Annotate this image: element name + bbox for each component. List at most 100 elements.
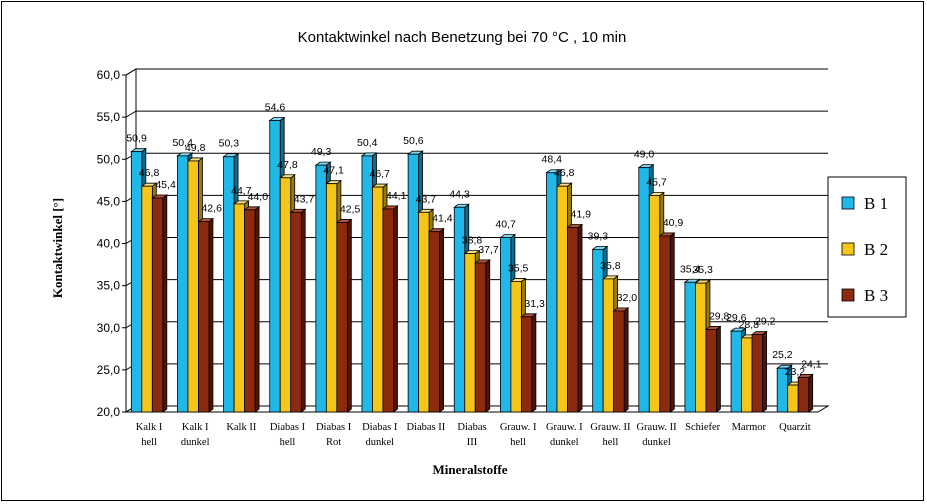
x-tick-label: Quarzit [779, 422, 811, 433]
data-label: 46,8 [139, 167, 160, 179]
x-tick-label: Diabas [457, 422, 486, 433]
data-label: 42,5 [340, 203, 361, 215]
x-tick-label: Diabas II [406, 422, 445, 433]
bar [556, 185, 568, 413]
bar-side [208, 217, 214, 413]
bar [797, 377, 810, 413]
bar-side [254, 206, 260, 413]
x-tick-label: Schiefer [685, 422, 720, 433]
x-tick-label: dunkel [550, 437, 579, 448]
bar [233, 203, 245, 413]
bar [428, 231, 441, 413]
x-tick-label: hell [141, 437, 157, 448]
x-tick-label: Grauw. II [636, 422, 677, 433]
data-label: 47,1 [323, 165, 344, 177]
data-label: 29,8 [709, 310, 730, 322]
data-label: 41,9 [571, 208, 592, 220]
bar [418, 211, 430, 413]
bar-side [808, 373, 814, 413]
data-label: 50,4 [357, 137, 378, 149]
data-label: 50,3 [219, 138, 240, 150]
data-label: 40,9 [663, 217, 684, 229]
x-tick-label: Grauw. II [590, 422, 631, 433]
bar [520, 316, 533, 413]
data-label: 48,4 [542, 154, 563, 166]
bar [336, 222, 348, 413]
x-tick-label: Grauw. I [500, 422, 537, 433]
data-label: 43,7 [294, 193, 315, 205]
data-label: 49,3 [311, 146, 332, 158]
data-label: 39,3 [588, 230, 609, 242]
data-label: 35,3 [692, 264, 713, 276]
data-label: 25,2 [772, 349, 793, 361]
bar [695, 282, 707, 413]
bar-side [577, 223, 583, 413]
data-label: 45,4 [155, 179, 176, 191]
legend-box [827, 176, 907, 318]
bar [315, 164, 327, 413]
bar [638, 167, 650, 413]
x-tick-label: dunkel [181, 437, 210, 448]
x-tick-label: Kalk I [136, 422, 163, 433]
bar [361, 155, 373, 413]
bar [372, 186, 384, 413]
data-label: 43,7 [416, 193, 437, 205]
data-label: 54,6 [265, 101, 286, 113]
gridline-diag [125, 110, 137, 118]
x-tick-label: dunkel [642, 437, 671, 448]
bar [130, 151, 143, 413]
data-label: 47,8 [277, 159, 298, 171]
bar [151, 197, 164, 413]
y-tick-label: 55,0 [97, 110, 121, 124]
data-label: 40,7 [495, 219, 516, 231]
data-label: 41,4 [432, 213, 453, 225]
bar-side [669, 232, 675, 413]
y-tick-label: 25,0 [97, 363, 121, 377]
data-label: 50,4 [172, 137, 193, 149]
bar [244, 209, 256, 413]
bar [546, 172, 558, 413]
bar [659, 235, 671, 413]
data-label: 44,7 [231, 185, 252, 197]
x-tick-label: hell [510, 437, 526, 448]
data-label: 32,0 [617, 292, 638, 304]
data-label: 35,8 [600, 260, 621, 272]
data-label: 46,8 [554, 167, 575, 179]
data-label: 45,7 [646, 176, 667, 188]
gridline-diag [125, 68, 137, 76]
bar [141, 185, 153, 413]
bar [567, 227, 579, 413]
bar [592, 248, 604, 413]
y-tick-label: 30,0 [97, 321, 121, 335]
bar [751, 334, 763, 413]
y-tick-label: 50,0 [97, 152, 121, 166]
data-label: 49,8 [185, 142, 206, 154]
x-tick-label: hell [280, 437, 296, 448]
bar [787, 384, 799, 413]
legend-swatch [841, 242, 855, 256]
bar [648, 195, 661, 413]
bar [290, 211, 302, 413]
bar [705, 329, 717, 413]
y-tick-label: 40,0 [97, 237, 121, 251]
bar [177, 155, 189, 413]
bar [602, 278, 615, 413]
bar-side [346, 218, 352, 413]
legend-label: B 2 [864, 240, 888, 259]
bar [741, 337, 753, 413]
x-tick-label: Diabas I [270, 422, 306, 433]
bar [474, 262, 487, 413]
data-label: 31,3 [524, 298, 545, 310]
data-label: 44,1 [386, 190, 407, 202]
y-tick-label: 45,0 [97, 194, 121, 208]
bar-side [393, 205, 398, 413]
data-label: 42,6 [201, 203, 222, 215]
y-tick-label: 35,0 [97, 279, 121, 293]
data-label: 37,7 [478, 244, 499, 256]
x-tick-label: Marmor [732, 422, 767, 433]
bar-side [716, 325, 721, 413]
data-label: 50,9 [126, 133, 147, 145]
bar-side [162, 194, 168, 413]
y-tick-label: 20,0 [97, 405, 121, 419]
